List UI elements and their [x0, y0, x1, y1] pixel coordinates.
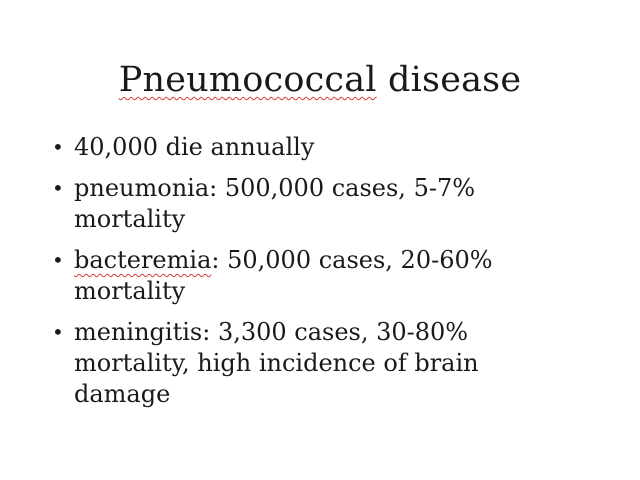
bullet-text: 40,000 die annually — [74, 133, 315, 161]
bullet-glyph: • — [52, 248, 64, 272]
bullet-item-bacteremia[interactable]: • bacteremia: 50,000 cases, 20-60% morta… — [52, 245, 542, 307]
bullet-glyph: • — [52, 135, 64, 159]
bullet-item-pneumonia[interactable]: • pneumonia: 500,000 cases, 5-7% mortali… — [52, 173, 542, 235]
slide-title-misspelled-word[interactable]: Pneumococcal — [118, 60, 377, 100]
bullet-glyph: • — [52, 320, 64, 344]
bullet-text: pneumonia: 500,000 cases, 5-7% mortality — [74, 174, 476, 233]
bullet-list[interactable]: • 40,000 die annually • pneumonia: 500,0… — [52, 132, 542, 420]
bullet-misspelled-word[interactable]: bacteremia — [74, 246, 212, 274]
bullet-item-meningitis[interactable]: • meningitis: 3,300 cases, 30-80% mortal… — [52, 317, 542, 410]
bullet-item-annual-deaths[interactable]: • 40,000 die annually — [52, 132, 542, 163]
slide-title[interactable]: Pneumococcal disease — [0, 58, 640, 102]
slide-title-rest: disease — [376, 60, 522, 100]
bullet-text: meningitis: 3,300 cases, 30-80% mortalit… — [74, 318, 479, 408]
bullet-text: : 50,000 cases, 20-60% mortality — [74, 246, 493, 305]
bullet-glyph: • — [52, 176, 64, 200]
